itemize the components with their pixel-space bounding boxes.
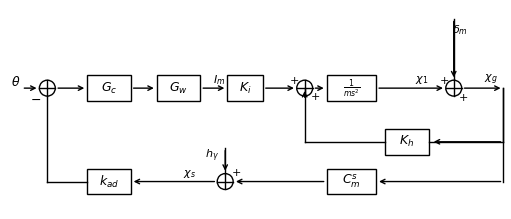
Text: $+$: $+$ xyxy=(289,75,299,86)
Text: $\chi_1$: $\chi_1$ xyxy=(415,74,429,86)
Text: $I_m$: $I_m$ xyxy=(213,73,225,87)
Text: $\frac{1}{ms^2}$: $\frac{1}{ms^2}$ xyxy=(342,77,360,99)
Text: $\chi_g$: $\chi_g$ xyxy=(483,73,497,87)
Bar xyxy=(157,75,200,101)
Text: $G_c$: $G_c$ xyxy=(101,81,117,96)
Text: $-$: $-$ xyxy=(30,93,41,106)
Bar xyxy=(87,169,131,194)
Text: $G_w$: $G_w$ xyxy=(169,81,188,96)
Bar xyxy=(227,75,263,101)
Text: $+$: $+$ xyxy=(439,75,449,86)
Bar xyxy=(87,75,131,101)
Text: $h_\gamma$: $h_\gamma$ xyxy=(205,148,219,164)
Bar xyxy=(327,169,376,194)
Bar xyxy=(385,129,429,155)
Text: $\theta$: $\theta$ xyxy=(11,75,20,89)
Text: $\delta_m$: $\delta_m$ xyxy=(452,24,468,37)
Text: $+$: $+$ xyxy=(310,91,320,102)
Text: $+$: $+$ xyxy=(457,92,468,102)
Text: $k_{ad}$: $k_{ad}$ xyxy=(99,173,119,190)
Text: $K_i$: $K_i$ xyxy=(239,81,251,96)
Text: $+$: $+$ xyxy=(231,167,241,178)
Bar xyxy=(327,75,376,101)
Text: $K_h$: $K_h$ xyxy=(400,134,414,149)
Text: $\chi_s$: $\chi_s$ xyxy=(183,168,196,180)
Text: $C_m^s$: $C_m^s$ xyxy=(342,173,361,190)
